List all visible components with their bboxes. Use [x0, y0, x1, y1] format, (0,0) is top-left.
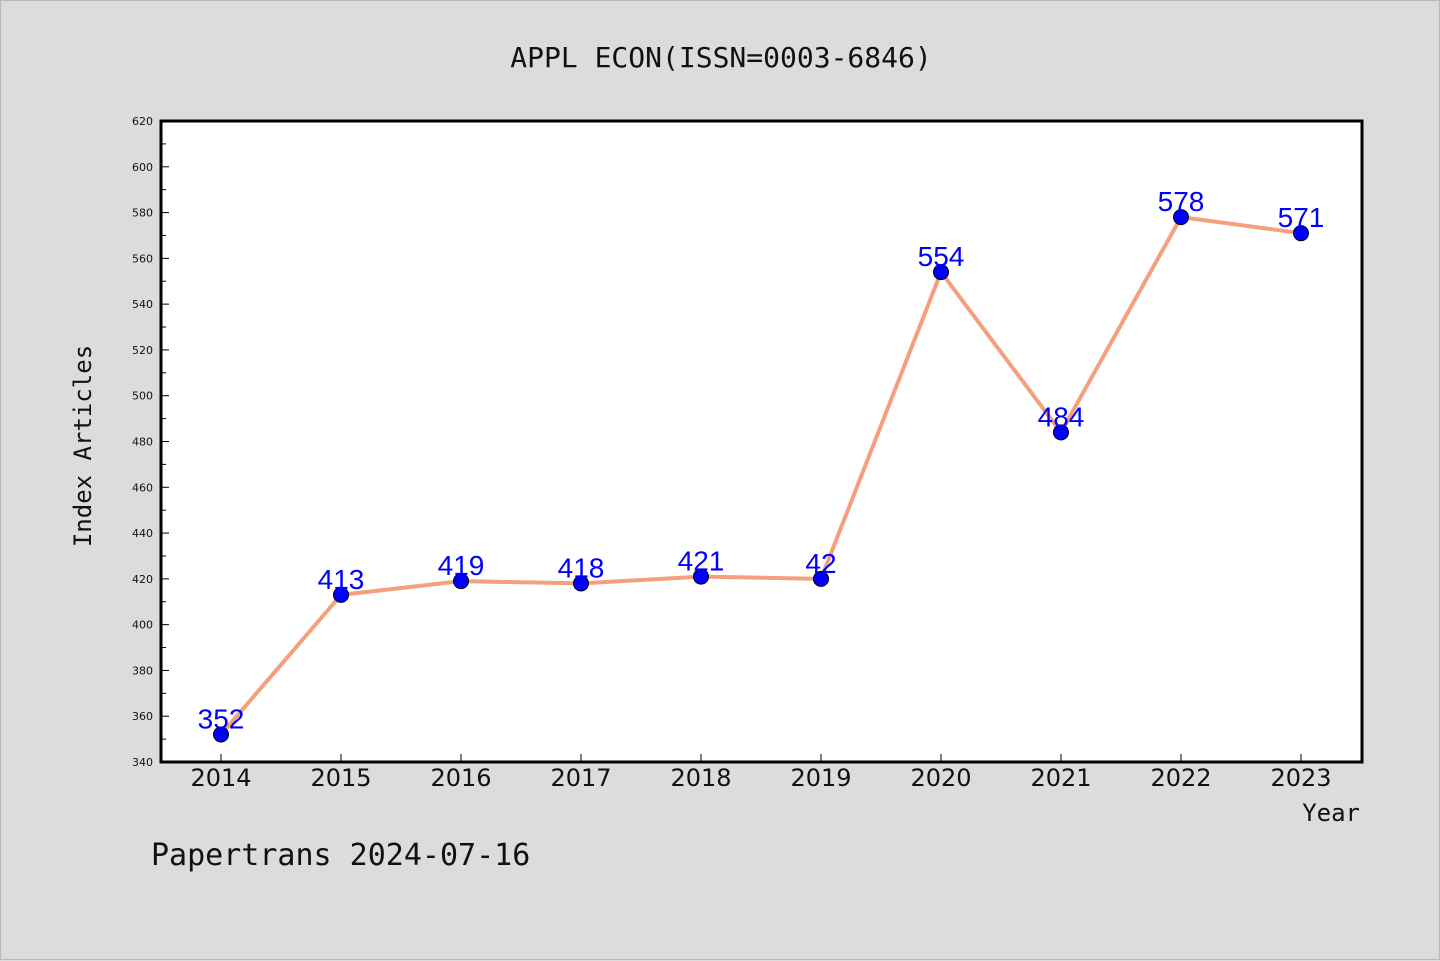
data-point: [933, 264, 949, 281]
y-tick-label: 360: [132, 710, 153, 723]
x-tick-label: 2019: [790, 764, 851, 792]
data-label: 571: [1278, 202, 1325, 233]
x-tick-label: 2022: [1150, 764, 1211, 792]
data-label: 484: [1038, 401, 1085, 432]
data-labels: 352 413 419 418 421 42 554 484 578 571: [198, 186, 1325, 734]
data-point: [333, 586, 349, 603]
data-point: [453, 573, 469, 590]
data-label: 413: [318, 564, 365, 595]
y-tick-label: 560: [132, 252, 153, 265]
data-markers: [213, 209, 1309, 743]
x-tick-label: 2018: [670, 764, 731, 792]
x-axis-label: Year: [1302, 799, 1360, 827]
x-tick-label: 2020: [910, 764, 971, 792]
x-tick-label: 2016: [430, 764, 491, 792]
y-tick-label: 520: [132, 344, 153, 357]
y-tick-label: 540: [132, 298, 153, 311]
data-label: 554: [918, 241, 965, 272]
data-label: 418: [558, 552, 605, 583]
data-point: [213, 726, 229, 743]
series-polyline: [219, 215, 1302, 736]
data-label: 42: [805, 548, 836, 579]
x-tick-label: 2014: [190, 764, 251, 792]
data-label: 352: [198, 704, 245, 735]
y-axis: 340 360 380 400 420 440 460 480 500 520 540 560 580 6…: [132, 115, 169, 769]
x-tick-label: 2021: [1030, 764, 1091, 792]
y-tick-label: 620: [132, 115, 153, 128]
data-label: 419: [438, 550, 485, 581]
plot-area: [159, 119, 1364, 764]
y-tick-label: 420: [132, 573, 153, 586]
y-tick-label: 400: [132, 619, 153, 632]
data-label: 578: [1158, 186, 1205, 217]
y-tick-label: 380: [132, 664, 153, 677]
data-point: [1053, 424, 1069, 441]
y-tick-label: 480: [132, 436, 153, 449]
y-tick-label: 580: [132, 207, 153, 220]
data-point: [693, 568, 709, 585]
y-tick-label: 500: [132, 390, 153, 403]
x-tick-label: 2017: [550, 764, 611, 792]
data-point: [813, 570, 829, 587]
x-axis: 2014 2015 2016 2017 2018 2019 2020 2021 2022 2023: [190, 754, 1332, 792]
x-tick-label: 2023: [1270, 764, 1331, 792]
footer-text: Papertrans 2024-07-16: [151, 838, 530, 873]
chart-title: APPL ECON(ISSN=0003-6846): [510, 41, 931, 74]
x-tick-label: 2015: [310, 764, 371, 792]
data-point: [1173, 209, 1189, 226]
data-point: [573, 575, 589, 592]
data-point: [1293, 225, 1309, 242]
y-tick-label: 440: [132, 527, 153, 540]
data-label: 421: [678, 546, 725, 577]
y-tick-label: 600: [132, 161, 153, 174]
y-tick-label: 460: [132, 481, 153, 494]
series-line: [219, 215, 1302, 736]
y-axis-label: Index Articles: [69, 345, 97, 547]
y-tick-label: 340: [132, 756, 153, 769]
